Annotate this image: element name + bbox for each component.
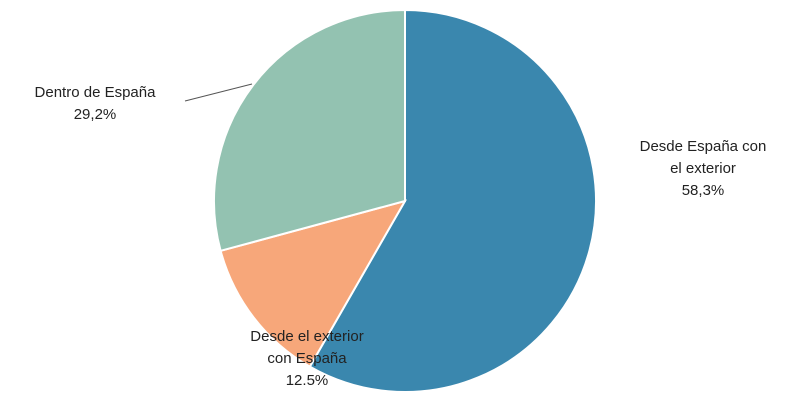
slice-value-label: 12.5%: [286, 372, 329, 389]
slice-name-label: el exterior: [670, 160, 736, 177]
pie-slice-3: [213, 8, 406, 253]
slice-label-3: Dentro de España 29,2%: [35, 84, 157, 123]
slice-label-1: Desde España con el exterior 58,3%: [640, 138, 767, 199]
slice-name-label: Desde España con: [640, 138, 767, 155]
leader-lines: [184, 83, 253, 102]
slice-name-label: con España: [267, 350, 347, 367]
slice-value-label: 29,2%: [74, 106, 117, 123]
pie-slice-1: [308, 8, 597, 393]
slice-name-label: Dentro de España: [35, 84, 157, 101]
leader-line-3: [184, 83, 253, 102]
pie-slice-2: [219, 199, 408, 368]
pie-slices: [213, 8, 597, 393]
slice-label-2: Desde el exterior con España 12.5%: [250, 328, 363, 389]
slice-name-label: Desde el exterior: [250, 328, 363, 345]
slice-labels: Desde España con el exterior 58,3% Desde el…: [35, 84, 767, 389]
slice-value-label: 58,3%: [682, 182, 725, 199]
